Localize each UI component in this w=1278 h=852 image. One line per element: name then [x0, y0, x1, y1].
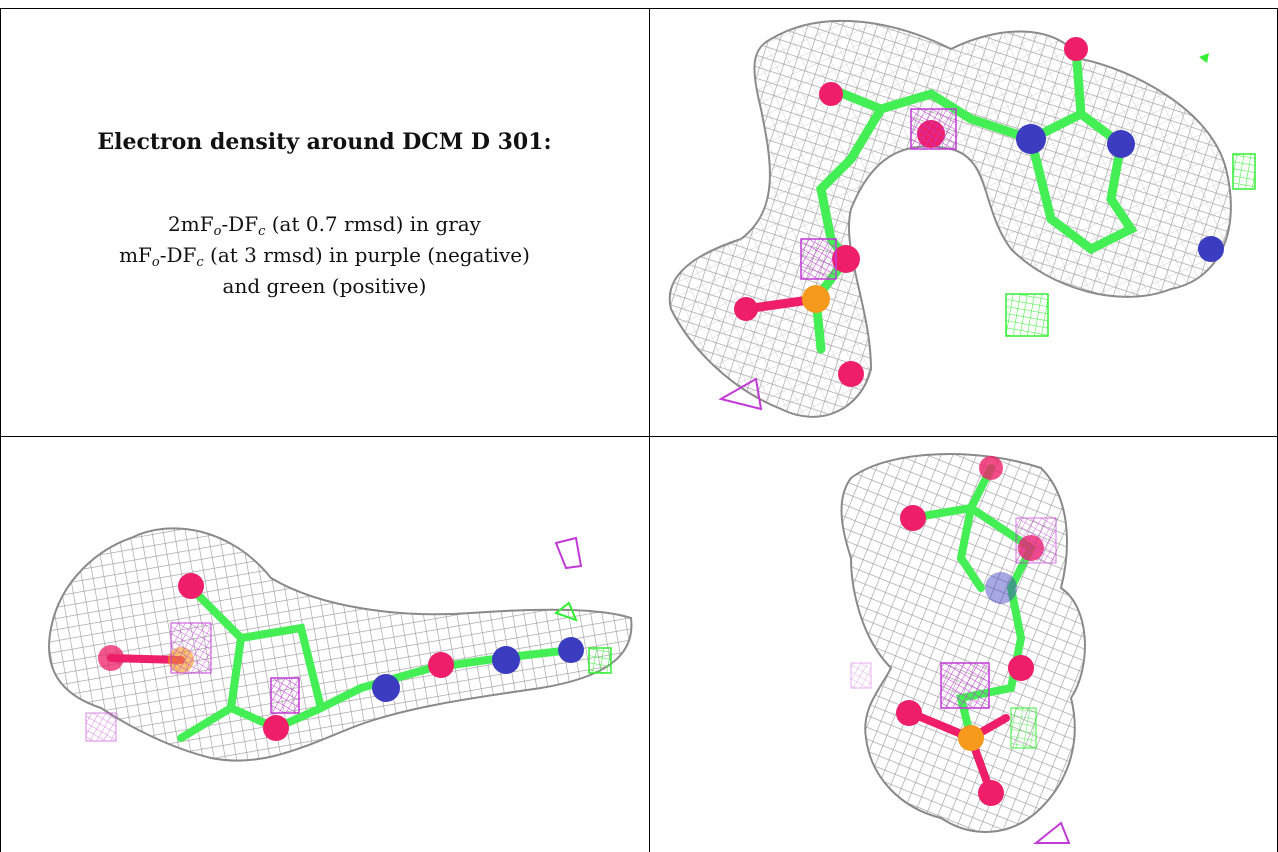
caption-cell: Electron density around DCM D 301: 2mFo-… — [1, 9, 648, 436]
difference-density-negative — [85, 536, 583, 742]
border-left — [0, 8, 1, 852]
border-middle-horizontal — [0, 436, 1278, 437]
difference-density-negative — [850, 517, 1071, 844]
molecule-density-view-1-icon — [668, 19, 1256, 418]
difference-density-positive — [1010, 707, 1037, 749]
molecule-atoms — [734, 37, 1224, 387]
molecule-density-view-2-icon — [48, 527, 633, 762]
difference-density-negative — [718, 108, 957, 411]
border-top — [0, 8, 1278, 9]
border-middle-vertical — [649, 8, 650, 852]
density-panel-side — [1, 438, 648, 852]
difference-density-positive — [1005, 53, 1256, 337]
difference-density-positive — [553, 601, 612, 674]
legend-line-gray: 2mFo-DFc (at 0.7 rmsd) in gray — [168, 212, 481, 239]
molecule-density-view-3-icon — [840, 453, 1086, 844]
density-panel-front — [651, 9, 1277, 436]
gray-density-mesh — [48, 527, 633, 762]
figure-title: Electron density around DCM D 301: — [97, 129, 552, 155]
density-legend: 2mFo-DFc (at 0.7 rmsd) in gray mFo-DFc (… — [1, 209, 648, 302]
gray-density-mesh — [668, 19, 1232, 418]
legend-line-green: and green (positive) — [222, 274, 427, 298]
legend-line-purple: mFo-DFc (at 3 rmsd) in purple (negative) — [119, 243, 530, 270]
density-panel-top — [651, 438, 1277, 852]
